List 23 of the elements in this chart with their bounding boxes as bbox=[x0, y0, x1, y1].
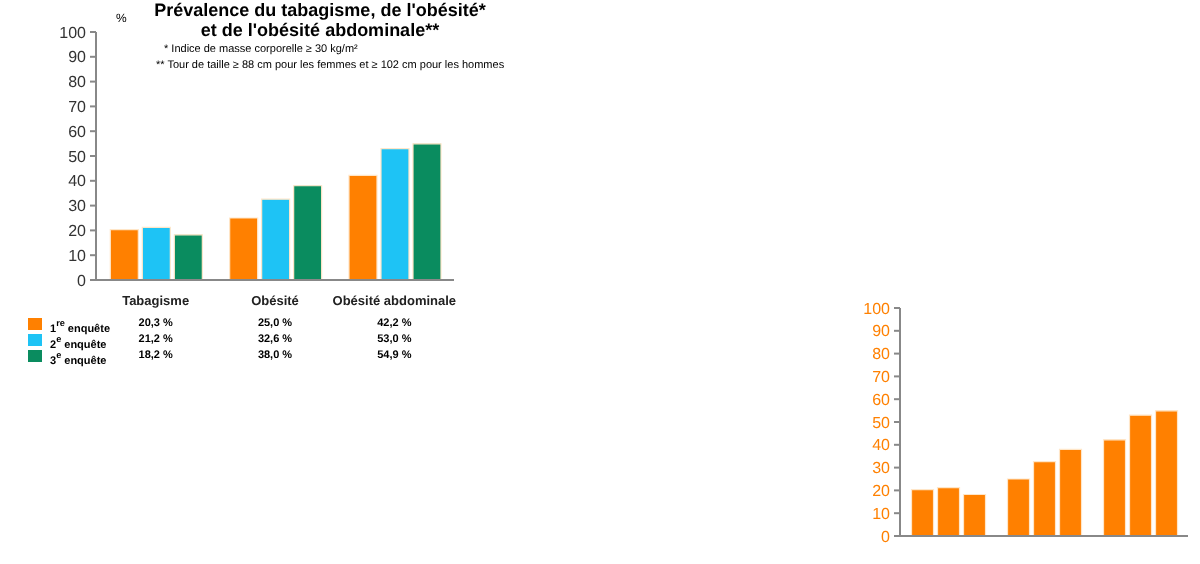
y-tick-label: 70 bbox=[68, 98, 88, 117]
y-tick-label: 60 bbox=[872, 390, 892, 409]
y-tick-label: 10 bbox=[68, 246, 88, 265]
y-tick-label: 90 bbox=[872, 322, 892, 341]
y-tick-label: 40 bbox=[68, 172, 88, 191]
chart-title: Prévalence du tabagisme, de l'obésité* et de l'obésité abdominale** bbox=[154, 0, 486, 40]
y-tick-label: 90 bbox=[68, 48, 88, 67]
y-tick-label: 10 bbox=[872, 504, 892, 523]
y-tick-label: 40 bbox=[872, 436, 892, 455]
y-tick-label: 0 bbox=[77, 271, 88, 290]
y-tick-label: 0 bbox=[881, 527, 892, 546]
y-tick-label: 50 bbox=[68, 147, 88, 166]
y-tick-label: 80 bbox=[872, 345, 892, 364]
y-tick-label: 80 bbox=[68, 73, 88, 92]
y-tick-label: 20 bbox=[68, 222, 88, 241]
y-tick-label: 100 bbox=[59, 23, 88, 42]
y-tick-label: 30 bbox=[872, 459, 892, 478]
y-tick-label: 70 bbox=[872, 368, 892, 387]
y-tick-label: 20 bbox=[872, 482, 892, 501]
y-tick-label: 100 bbox=[863, 299, 892, 318]
y-tick-label: 50 bbox=[872, 413, 892, 432]
y-tick-label: 60 bbox=[68, 122, 88, 141]
y-tick-label: 30 bbox=[68, 197, 88, 216]
